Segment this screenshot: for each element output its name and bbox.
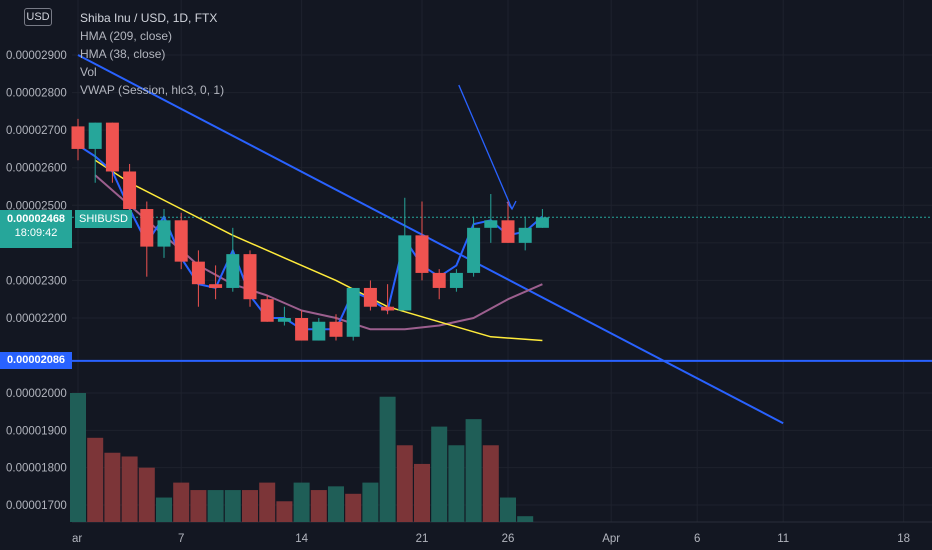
volume-bar	[70, 393, 86, 522]
candle-body	[501, 220, 515, 243]
candle-body	[191, 261, 205, 285]
volume-bar	[310, 490, 327, 522]
volume-bar	[207, 490, 224, 522]
y-tick-label: 0.00002600	[6, 163, 67, 175]
y-tick-label: 0.00002300	[6, 275, 67, 287]
candle-body	[484, 220, 498, 228]
hma-fast-line	[77, 144, 544, 331]
volume-bar	[396, 445, 413, 522]
volume-bar	[517, 516, 534, 522]
chart-legend: Shiba Inu / USD, 1D, FTX HMA (209, close…	[80, 9, 224, 99]
legend-hma-38[interactable]: HMA (38, close)	[80, 47, 166, 61]
y-tick-label: 0.00002700	[6, 125, 67, 137]
x-tick-label: 6	[694, 533, 700, 545]
x-tick-label: 14	[295, 533, 308, 545]
volume-tick-label: 0.00002000	[6, 388, 67, 400]
candle-body	[157, 220, 171, 247]
y-tick-label: 0.00002900	[6, 50, 67, 62]
volume-bar	[259, 482, 276, 522]
volume-bar	[121, 456, 138, 522]
bar-countdown: 18:09:42	[14, 227, 58, 239]
volume-bar	[293, 482, 310, 522]
volume-bar	[190, 490, 207, 522]
candle-body	[381, 306, 395, 311]
x-tick-label: ar	[72, 533, 82, 545]
candle-body	[71, 126, 85, 149]
candle-body	[277, 318, 291, 322]
symbol-tag: SHIBUSD	[75, 210, 132, 228]
axis-labels: 0.00002900 0.00002800 0.00002700 0.00002600…	[6, 50, 910, 545]
arrow-line	[458, 84, 513, 210]
candle-body	[467, 227, 481, 273]
hma-slow-line	[94, 159, 543, 342]
volume-bar	[345, 493, 362, 522]
volume-bar	[500, 497, 516, 522]
candle-body	[295, 318, 309, 341]
candle-body	[415, 235, 429, 273]
candlesticks	[71, 118, 549, 341]
candle-body	[260, 299, 274, 322]
volume-bar	[328, 486, 344, 522]
trendline	[77, 54, 784, 425]
candle-body	[174, 220, 188, 262]
candle-body	[105, 122, 119, 172]
volume-bar	[448, 445, 465, 522]
candle-body	[329, 321, 343, 337]
legend-hma-209[interactable]: HMA (209, close)	[80, 29, 173, 43]
volume-bar	[224, 490, 241, 522]
volume-bars	[70, 393, 534, 522]
x-tick-label: Apr	[602, 533, 620, 545]
horizontal-line-price-tag[interactable]: 0.00002086	[0, 352, 72, 369]
candle-body	[363, 287, 377, 307]
candle-body	[449, 272, 463, 288]
y-tick-label: 0.00002500	[6, 200, 67, 212]
volume-bar	[431, 426, 448, 522]
volume-bar	[414, 463, 430, 522]
volume-bar	[87, 437, 104, 522]
volume-tick-label: 0.00001900	[6, 425, 67, 437]
last-price-tag: 0.00002468 18:09:42	[0, 210, 72, 248]
currency-badge[interactable]: USD	[24, 8, 52, 26]
candle-body	[243, 254, 257, 300]
volume-tick-label: 0.00001700	[6, 500, 67, 512]
candle-body	[209, 284, 223, 288]
x-tick-label: 21	[416, 533, 429, 545]
volume-bar	[379, 396, 396, 522]
x-tick-label: 18	[897, 533, 910, 545]
x-tick-label: 7	[178, 533, 184, 545]
arrow-head	[506, 200, 517, 211]
volume-bar	[362, 482, 379, 522]
candle-body	[535, 217, 549, 228]
volume-bar	[242, 490, 258, 522]
last-price-value: 0.00002468	[6, 213, 66, 225]
x-tick-label: 11	[777, 533, 789, 545]
indicator-lines	[72, 54, 932, 425]
legend-volume[interactable]: Vol	[80, 65, 97, 79]
candle-body	[123, 171, 137, 210]
candle-body	[226, 254, 240, 288]
volume-bar	[465, 419, 482, 522]
y-tick-label: 0.00002800	[6, 88, 67, 100]
volume-bar	[104, 452, 121, 522]
candle-body	[312, 321, 326, 341]
candle-body	[88, 122, 102, 149]
candle-body	[346, 287, 360, 337]
volume-bar	[138, 467, 155, 522]
legend-title[interactable]: Shiba Inu / USD, 1D, FTX	[80, 11, 218, 25]
volume-bar	[173, 482, 190, 522]
volume-bar	[156, 497, 172, 522]
volume-tick-label: 0.00001800	[6, 463, 67, 475]
volume-bar	[482, 445, 499, 522]
legend-vwap[interactable]: VWAP (Session, hlc3, 0, 1)	[80, 83, 225, 97]
candle-body	[140, 209, 154, 247]
candle-body	[518, 227, 532, 243]
x-tick-label: 26	[502, 533, 515, 545]
y-tick-label: 0.00002200	[6, 313, 67, 325]
candle-body	[432, 272, 446, 288]
volume-bar	[276, 501, 293, 522]
candle-body	[398, 235, 412, 311]
